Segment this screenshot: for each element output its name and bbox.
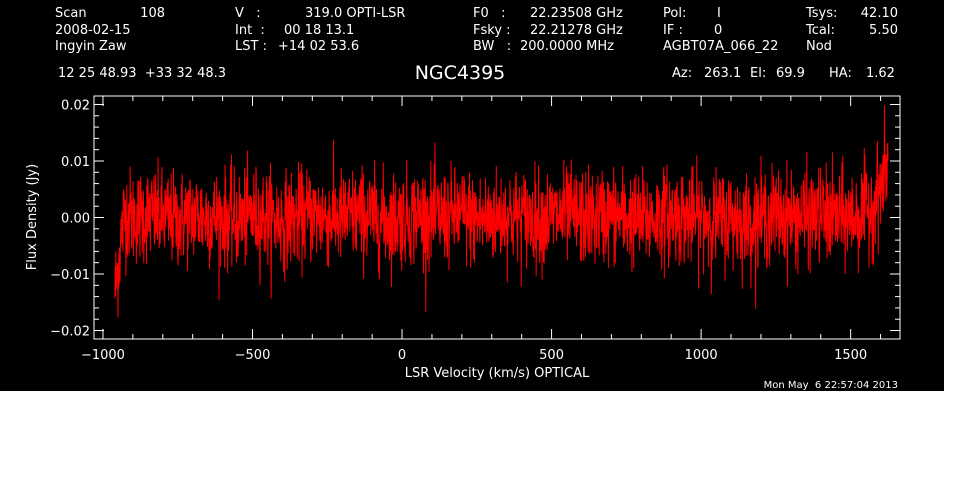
bandwidth-label: BW : xyxy=(473,39,512,54)
spectrum-trace xyxy=(114,105,889,318)
observation-date: 2008-02-15 xyxy=(55,23,131,38)
x-tick-label: −1000 xyxy=(81,348,125,363)
y-tick-label: 0.01 xyxy=(61,155,90,170)
azimuth-label: Az: xyxy=(672,66,693,81)
if-label: IF : xyxy=(663,23,683,38)
integration-value: 00 18 13.1 xyxy=(284,23,355,38)
y-tick-label: 0.02 xyxy=(61,98,90,113)
spectrum-panel: Scan 108 2008-02-15 Ingyin Zaw V : 319.0… xyxy=(0,0,944,391)
velocity-value: 319.0 OPTI-LSR xyxy=(305,6,406,21)
velocity-label: V : xyxy=(235,6,261,21)
y-tick-label: 0.00 xyxy=(61,212,90,227)
spectrum-plot: −1000 −500 0 500 1000 1500 −0.02 −0.01 0.00 0.01 0… xyxy=(25,95,901,381)
f0-label: F0 : xyxy=(473,6,506,21)
fsky-label: Fsky : xyxy=(473,23,511,38)
x-axis-label: LSR Velocity (km/s) OPTICAL xyxy=(405,366,590,381)
tsys-label: Tsys: xyxy=(806,6,838,21)
if-value: 0 xyxy=(714,23,723,38)
x-tick-label: −500 xyxy=(235,348,271,363)
elevation-value: 69.9 xyxy=(776,66,805,81)
scan-label: Scan xyxy=(55,6,87,21)
x-tick-label: 0 xyxy=(398,348,406,363)
polarization-value: I xyxy=(717,6,721,21)
scan-number: 108 xyxy=(140,6,165,21)
hour-angle-value: 1.62 xyxy=(866,66,895,81)
tsys-value: 42.10 xyxy=(860,6,898,21)
polarization-label: Pol: xyxy=(663,6,687,21)
hour-angle-label: HA: xyxy=(829,66,852,81)
fsky-value: 22.21278 GHz xyxy=(530,23,623,38)
x-tick-label: 1000 xyxy=(685,348,718,363)
observer-name: Ingyin Zaw xyxy=(55,39,127,54)
tcal-label: Tcal: xyxy=(806,23,835,38)
lst-value: +14 02 53.6 xyxy=(278,39,360,54)
integration-label: Int : xyxy=(235,23,265,38)
spectrum-line xyxy=(114,105,889,318)
tcal-value: 5.50 xyxy=(869,23,898,38)
azimuth-value: 263.1 xyxy=(704,66,742,81)
y-tick-label: −0.01 xyxy=(50,268,90,283)
project-id: AGBT07A_066_22 xyxy=(663,39,779,54)
plot-timestamp: Mon May 6 22:57:04 2013 xyxy=(763,380,898,391)
sky-coordinates: 12 25 48.93 +33 32 48.3 xyxy=(58,66,227,81)
x-tick-label: 500 xyxy=(539,348,564,363)
y-axis-label: Flux Density (Jy) xyxy=(25,164,40,270)
observing-mode: Nod xyxy=(806,39,832,54)
lst-label: LST : xyxy=(235,39,267,54)
elevation-label: El: xyxy=(750,66,767,81)
axes: −1000 −500 0 500 1000 1500 −0.02 −0.01 0.00 0.01 0… xyxy=(50,96,900,363)
y-tick-label: −0.02 xyxy=(50,325,90,340)
source-name: NGC4395 xyxy=(414,62,506,84)
bandwidth-value: 200.0000 MHz xyxy=(520,39,614,54)
f0-value: 22.23508 GHz xyxy=(530,6,623,21)
x-tick-label: 1500 xyxy=(834,348,867,363)
